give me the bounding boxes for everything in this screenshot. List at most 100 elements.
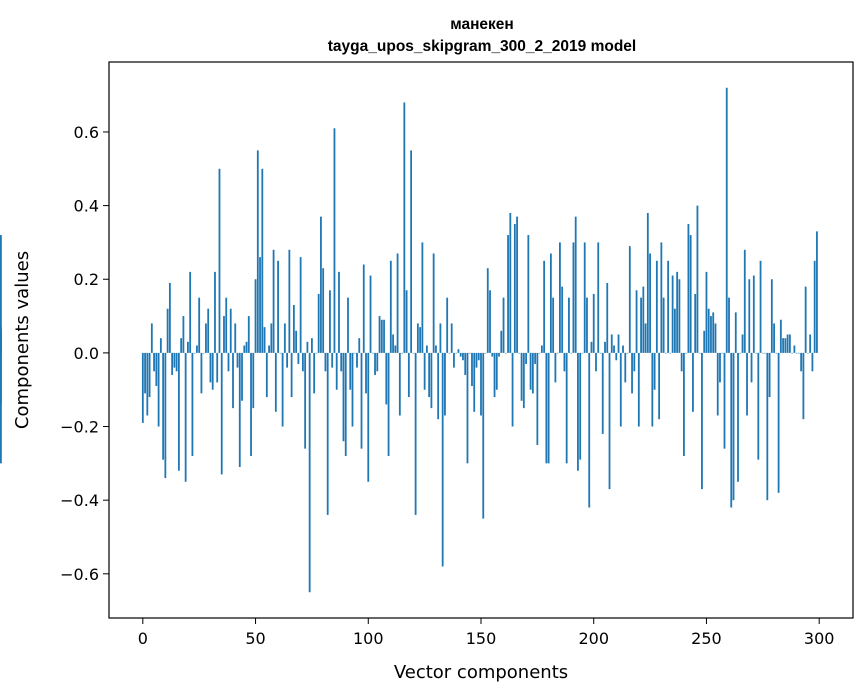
bar-component-108 [385, 352, 388, 405]
bar-component-188 [565, 352, 568, 464]
bar-component-172 [529, 352, 532, 390]
bar-component-113 [396, 253, 399, 353]
bar-component-2 [146, 352, 149, 416]
bar-component-117 [405, 290, 408, 353]
bar-component-120 [412, 352, 415, 354]
bar-component-107 [383, 319, 385, 353]
bar-component-17 [180, 338, 183, 353]
bar-component-238 [678, 279, 681, 353]
bar-component-56 [268, 345, 270, 353]
bar-component-278 [768, 352, 771, 398]
x-axis-label: Vector components [394, 662, 568, 683]
bar-component-138 [453, 352, 455, 368]
bar-component-281 [775, 352, 778, 354]
bar-component-220 [637, 352, 640, 427]
bar-component-145 [468, 352, 471, 354]
bar-component-69 [297, 352, 300, 364]
bar-component-103 [374, 352, 376, 375]
bar-component-140 [457, 349, 460, 353]
bar-component-11 [166, 308, 169, 353]
bar-component-265 [739, 352, 742, 354]
bar-component-82 [326, 352, 329, 515]
bar-component-200 [592, 293, 595, 353]
bar-component-260 [728, 297, 730, 353]
bar-component-288 [791, 352, 794, 354]
bar-component-180 [547, 352, 550, 464]
bar-component-240 [683, 352, 685, 456]
x-tick-label: 250 [691, 629, 722, 648]
bar-component-127 [428, 352, 431, 398]
bar-component-40 [232, 352, 234, 409]
bar-component-196 [583, 242, 586, 353]
bar-component-226 [651, 352, 654, 427]
bar-component-160 [502, 297, 505, 353]
bar-component-44 [241, 352, 243, 401]
x-tick-label: 150 [466, 629, 497, 648]
bar-component-259 [725, 87, 728, 353]
bar-component-33 [216, 352, 219, 383]
bar-component-4 [150, 323, 153, 353]
bar-component-272 [755, 352, 757, 354]
bar-component-20 [187, 341, 189, 353]
bar-component-167 [518, 352, 521, 354]
bar-component-243 [689, 235, 692, 353]
bar-component-121 [414, 352, 417, 515]
bar-component-242 [687, 224, 690, 353]
bar-component-150 [480, 352, 482, 416]
bar-component-274 [759, 260, 762, 353]
bar-component-53 [261, 168, 264, 353]
bar-component-273 [757, 352, 760, 460]
bar-component-128 [430, 352, 433, 409]
bar-component-105 [378, 316, 381, 353]
bar-component-10 [164, 352, 167, 479]
bar-component-179 [545, 352, 548, 464]
bar-component-236 [673, 308, 676, 353]
bar-component-185 [559, 242, 561, 353]
bar-component-194 [579, 352, 582, 460]
bar-component-123 [419, 327, 422, 353]
bar-component-291 [797, 352, 800, 354]
bar-component-204 [601, 352, 604, 434]
bar-component-111 [392, 334, 394, 353]
bar-component-279 [770, 279, 773, 353]
bar-component-233 [667, 260, 670, 353]
bar-component-106 [380, 319, 383, 353]
bar-component-186 [561, 286, 564, 353]
bar-component-54 [263, 327, 266, 353]
bar-component-8 [159, 338, 162, 353]
bar-component-256 [719, 352, 721, 383]
bar-component-84 [331, 352, 334, 368]
bar-component-213 [622, 345, 624, 353]
bar-component-64 [286, 352, 289, 368]
bar-component-43 [238, 352, 241, 468]
bar-component-268 [746, 352, 748, 416]
bar-component-175 [536, 352, 539, 445]
bar-component-112 [394, 345, 397, 353]
bar-component-219 [635, 290, 638, 353]
bar-component-86 [335, 352, 338, 390]
bar-component-124 [421, 242, 424, 353]
bar-component-134 [444, 352, 446, 416]
bar-component-247 [698, 352, 701, 354]
bar-component-184 [556, 352, 559, 354]
bar-component-261 [730, 352, 733, 508]
bar-component-211 [617, 334, 620, 353]
y-tick-label: 0.6 [74, 123, 99, 142]
bar-component-177 [540, 345, 543, 353]
bar-component-262 [732, 352, 735, 501]
bar-component-201 [595, 352, 597, 372]
bar-component-95 [356, 352, 358, 368]
bar-component-295 [807, 352, 809, 354]
bar-component-212 [619, 352, 622, 427]
bar-component-75 [311, 338, 313, 353]
chart-title: манекен [450, 16, 514, 33]
bar-component-225 [649, 253, 651, 353]
bar-component-174 [534, 352, 537, 364]
bar-component-126 [425, 345, 428, 353]
bar-component-19 [184, 352, 187, 482]
bar-component-277 [766, 352, 769, 501]
y-axis: −0.6 −0.4 −0.2 0.0 0.2 0.4 0.6 [60, 123, 109, 584]
bar-component-264 [737, 352, 739, 482]
bar-component-49 [252, 352, 255, 409]
bar-component-258 [723, 352, 726, 449]
